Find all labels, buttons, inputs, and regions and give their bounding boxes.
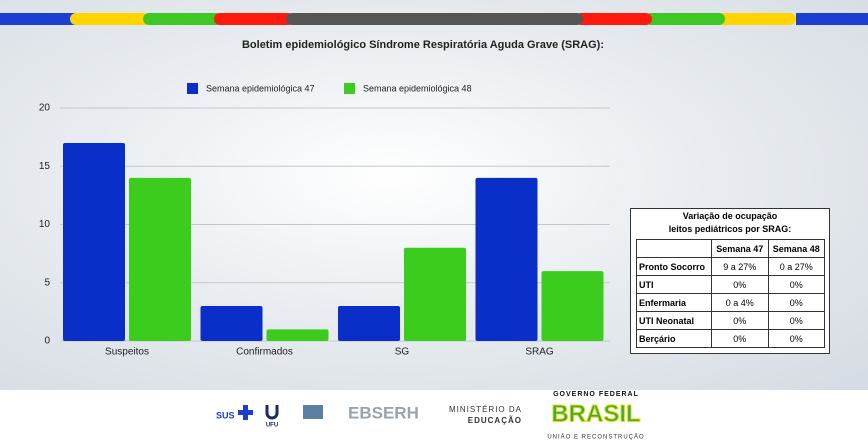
- table-cell: 0%: [711, 329, 769, 348]
- sus-logo: SUS: [216, 410, 235, 420]
- y-tick-label: 5: [44, 277, 50, 288]
- bar: [541, 271, 604, 341]
- ufu-logo: UFU: [266, 423, 278, 429]
- table-cell: 0 a 27%: [767, 257, 825, 276]
- table-cell: Pronto Socorro: [636, 257, 712, 276]
- table-cell: 0 a 4%: [711, 293, 769, 312]
- footer-logos: SUS UFU EBSERH MINISTÉRIO DA EDUCAÇÃO GO…: [216, 391, 644, 441]
- ministry-line: EDUCAÇÃO: [468, 416, 522, 425]
- table-row: Enfermaria 0 a 4% 0%: [636, 293, 825, 312]
- y-tick-label: 20: [39, 103, 51, 114]
- table-row: Berçário 0% 0%: [636, 329, 825, 348]
- table-title-line: Variação de ocupação: [682, 211, 778, 221]
- table-cell: Semana 47: [711, 239, 769, 258]
- ministry-line: MINISTÉRIO DA: [449, 405, 522, 414]
- table-cell: 0%: [767, 329, 825, 348]
- table-cell: 0%: [711, 311, 769, 330]
- x-tick-label: Suspeitos: [105, 347, 149, 358]
- ebserh-logo: EBSERH: [348, 403, 419, 422]
- top-stripe: [0, 13, 868, 25]
- footer: [0, 390, 868, 443]
- table-cell: Berçário: [636, 329, 712, 348]
- bar: [475, 177, 538, 341]
- brasil-logo: BRASIL: [551, 400, 640, 427]
- table: Semana 47 Semana 48 Pronto Socorro 9 a 27% 0…: [636, 239, 825, 348]
- motto: UNIÃO E RECONSTRUÇÃO: [547, 434, 644, 441]
- y-tick-label: 15: [39, 161, 51, 172]
- table-cell: UTI: [636, 275, 712, 294]
- table-cell: [636, 239, 712, 258]
- bar: [200, 306, 263, 341]
- table-row: Semana 47 Semana 48: [636, 239, 825, 258]
- government-label: GOVERNO FEDERAL: [553, 391, 639, 398]
- legend-swatch: [344, 83, 355, 94]
- table-row: UTI Neonatal 0% 0%: [636, 311, 825, 330]
- table-row: UTI 0% 0%: [636, 275, 825, 294]
- legend-label: Semana epidemiológica 48: [363, 83, 472, 93]
- table-cell: 0%: [767, 275, 825, 294]
- bar: [63, 142, 125, 341]
- table-row: Pronto Socorro 9 a 27% 0 a 27%: [636, 257, 825, 276]
- table-cell: Semana 48: [767, 239, 825, 258]
- table-title-line: leitos pediátricos por SRAG:: [668, 224, 792, 234]
- chart-title: Boletim epidemiológico Síndrome Respirat…: [242, 39, 604, 51]
- x-tick-label: SG: [395, 347, 410, 358]
- table-cell: UTI Neonatal: [636, 311, 712, 330]
- table-cell: 0%: [767, 311, 825, 330]
- y-tick-label: 10: [39, 219, 51, 230]
- bar: [404, 247, 466, 341]
- y-tick-label: 0: [44, 336, 50, 347]
- bar: [266, 329, 329, 341]
- x-tick-label: SRAG: [525, 347, 554, 358]
- table-title: Variação de ocupação leitos pediátricos …: [631, 209, 829, 236]
- bar: [129, 177, 191, 341]
- table-cell: 9 a 27%: [711, 257, 769, 276]
- table-cell: 0%: [767, 293, 825, 312]
- bar: [338, 306, 400, 341]
- legend-swatch: [187, 83, 198, 94]
- table-cell: Enfermaria: [636, 293, 712, 312]
- table-cell: 0%: [711, 275, 769, 294]
- x-tick-label: Confirmados: [236, 347, 293, 358]
- occupancy-table: Variação de ocupação leitos pediátricos …: [630, 208, 830, 354]
- legend-label: Semana epidemiológica 47: [206, 83, 315, 93]
